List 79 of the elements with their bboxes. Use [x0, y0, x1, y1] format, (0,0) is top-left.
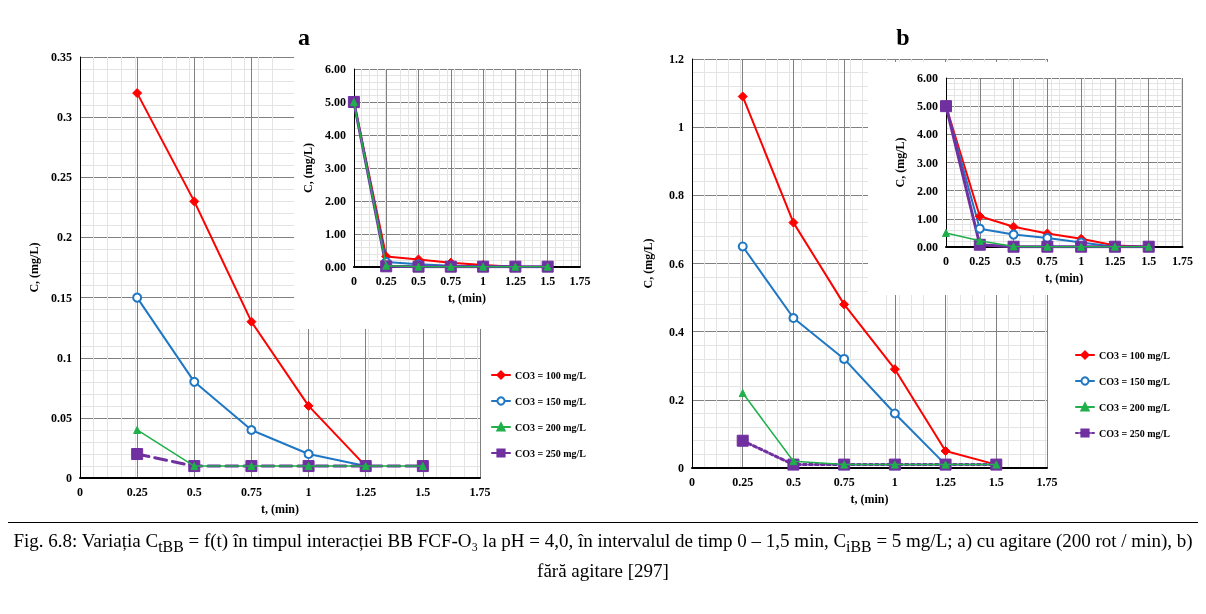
x-tick-label: 0 [689, 475, 695, 489]
y-tick-label: 1.2 [669, 52, 684, 66]
x-tick-label: 1.25 [1104, 254, 1126, 268]
y-tick-label: 5.00 [324, 95, 346, 109]
legend-label: CO3 = 200 mg/L [515, 421, 587, 433]
y-axis-title: C, (mg/L) [301, 143, 315, 193]
y-tick-label: 3.00 [917, 155, 938, 170]
x-tick-label: 0.75 [440, 274, 462, 288]
x-tick-label: 0.75 [1036, 254, 1058, 268]
chart-title: b [896, 24, 910, 50]
y-tick-label: 0.6 [669, 256, 684, 271]
x-tick-label: 0.5 [1006, 254, 1022, 268]
x-axis-title: t, (min) [850, 491, 889, 506]
y-tick-label: 4.00 [917, 127, 938, 142]
y-tick-label: 0.15 [51, 290, 72, 305]
x-axis-title: t, (min) [1045, 270, 1084, 285]
y-tick-label: 2.00 [324, 194, 346, 208]
x-tick-label: 1.75 [569, 274, 591, 288]
x-tick-label: 1 [1078, 254, 1085, 268]
x-axis-title: t, (min) [447, 290, 486, 305]
x-tick-label: 1.5 [988, 475, 1004, 489]
x-tick-label: 1.25 [504, 274, 526, 288]
y-axis-title: C, (mg/L) [893, 137, 908, 188]
y-tick-label: 3.00 [324, 161, 346, 175]
legend-label: CO3 = 250 mg/L [515, 447, 587, 459]
y-axis-title: C, (mg/L) [27, 242, 42, 293]
x-tick-label: 0 [943, 254, 949, 268]
x-tick-label: 0.25 [375, 274, 397, 288]
x-tick-label: 0.5 [186, 485, 202, 500]
legend-label: CO3 = 100 mg/L [1099, 349, 1171, 361]
y-tick-label: 1 [678, 120, 684, 135]
x-tick-label: 1.75 [469, 485, 491, 500]
x-tick-label: 0.25 [126, 485, 148, 500]
x-tick-label: 0 [350, 274, 357, 288]
y-tick-label: 1.00 [324, 227, 346, 241]
y-tick-label: 4.00 [324, 128, 346, 142]
chart-title: a [298, 24, 310, 50]
y-tick-label: 0.4 [669, 324, 684, 339]
y-tick-label: 6.00 [917, 71, 938, 85]
x-tick-label: 1.5 [1141, 254, 1157, 268]
x-tick-label: 0.75 [240, 485, 262, 500]
x-tick-label: 1.25 [355, 485, 377, 500]
x-tick-label: 1.75 [1172, 254, 1193, 268]
y-tick-label: 0.00 [324, 260, 346, 274]
legend-label: CO3 = 150 mg/L [1099, 375, 1171, 387]
y-tick-label: 2.00 [917, 183, 938, 198]
y-tick-label: 0.35 [51, 50, 72, 64]
x-axis-title: t, (min) [261, 502, 299, 516]
legend-label: CO3 = 150 mg/L [515, 395, 587, 407]
legend-label: CO3 = 200 mg/L [1099, 401, 1171, 413]
y-tick-label: 0 [678, 461, 684, 475]
x-tick-label: 1.25 [935, 475, 957, 489]
x-tick-label: 0.25 [969, 254, 991, 268]
x-tick-label: 1 [891, 475, 898, 489]
x-tick-label: 1.75 [1036, 475, 1058, 489]
x-tick-label: 0.5 [785, 475, 801, 489]
y-tick-label: 0.1 [57, 350, 72, 365]
x-tick-label: 1.5 [540, 274, 556, 288]
legend-label: CO3 = 250 mg/L [1099, 427, 1171, 439]
y-tick-label: 0.3 [57, 110, 72, 125]
x-tick-label: 0 [77, 485, 83, 500]
x-tick-label: 0.25 [732, 475, 754, 489]
y-tick-label: 1.00 [917, 211, 938, 226]
x-tick-label: 1.5 [415, 485, 431, 500]
y-tick-label: 0.25 [51, 170, 72, 185]
x-tick-label: 1 [305, 485, 312, 500]
legend-label: CO3 = 100 mg/L [515, 369, 587, 381]
x-tick-label: 1 [480, 274, 487, 288]
y-tick-label: 0.2 [57, 230, 72, 245]
y-tick-label: 0.00 [917, 240, 938, 254]
y-tick-label: 6.00 [324, 62, 346, 76]
y-tick-label: 0.05 [51, 410, 72, 425]
y-axis-title: C, (mg/L) [641, 238, 655, 289]
y-tick-label: 5.00 [917, 99, 938, 114]
y-tick-label: 0.2 [669, 392, 684, 407]
x-tick-label: 0.5 [411, 274, 426, 288]
y-tick-label: 0.8 [669, 188, 684, 203]
x-tick-label: 0.75 [833, 475, 855, 489]
text: Fig. 6.8: Variația C$_{tBB}$ = f(t) în timpul interacției BB FCF-O₃ la pH = 4,0, în intervalul de timp 0 – 1,5 min, C$_{iBB}$ = 5 mg/L; a) cu agitare (200 rot / min), b) fără agitare [297] [13, 530, 1193, 581]
